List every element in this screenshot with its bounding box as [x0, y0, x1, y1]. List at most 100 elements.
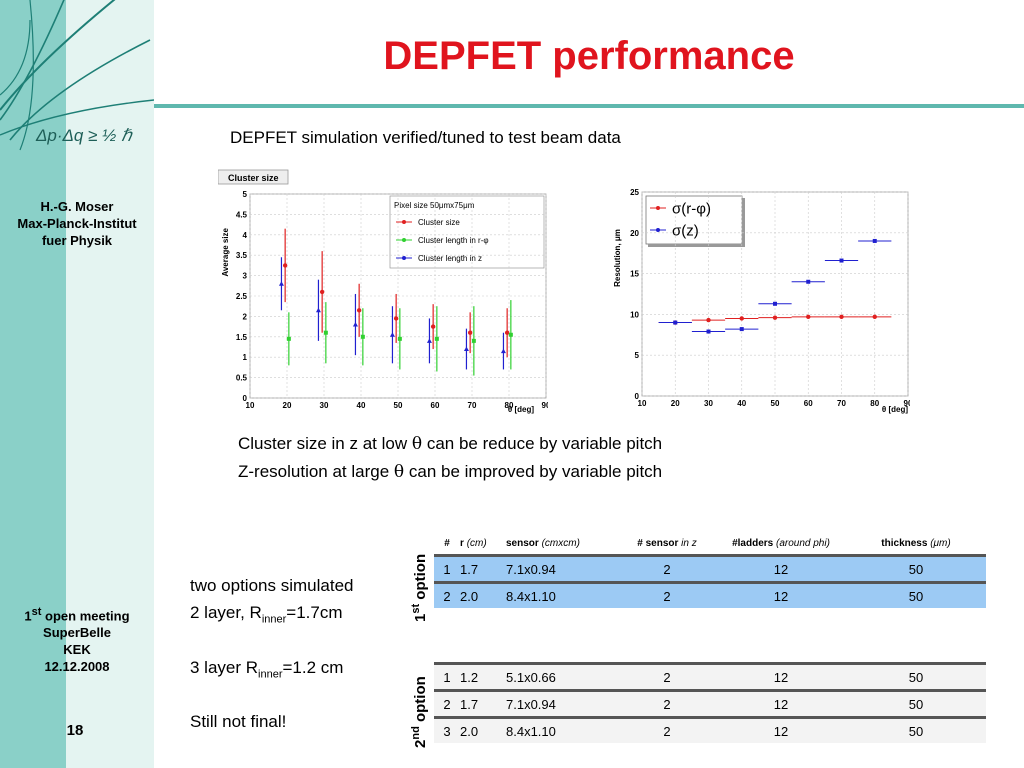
data-point: [772, 315, 778, 320]
author-institute: Max-Planck-Institut: [17, 216, 137, 231]
header-r: r (cm): [460, 537, 487, 549]
table-cell: 50: [908, 669, 924, 685]
data-point: [806, 279, 811, 284]
header-num: #: [444, 537, 450, 549]
chart2-xlabel: θ [deg]: [882, 405, 908, 414]
sidebar-band: [0, 0, 66, 768]
table-cell: 2.0: [460, 588, 479, 604]
y-tick-label: 10: [630, 310, 639, 319]
table-cell: 12: [773, 561, 789, 577]
data-point: [430, 324, 436, 329]
x-tick-label: 60: [431, 401, 440, 410]
table-cell: 5.1x0.66: [506, 669, 556, 685]
data-point: [773, 301, 777, 306]
chart1-xlabel: θ [deg]: [508, 405, 534, 414]
data-point: [397, 336, 402, 341]
data-point: [319, 289, 325, 295]
legend-entry: σ(z): [672, 222, 699, 239]
data-point: [706, 317, 711, 323]
table-cell: 50: [908, 696, 924, 712]
table-cell: 8.4x1.10: [506, 588, 556, 604]
y-tick-label: 2: [243, 312, 248, 321]
chart2-ylabel: Resolution, μm: [613, 229, 622, 287]
data-point: [360, 334, 365, 339]
data-point: [739, 327, 744, 332]
data-point: [286, 336, 291, 341]
table-cell: 50: [908, 561, 924, 577]
meeting-line-2: SuperBelle: [43, 625, 111, 641]
y-tick-label: 1.5: [236, 333, 248, 342]
legend-marker: [402, 220, 406, 224]
legend-marker: [656, 206, 660, 210]
table-cell: 1: [443, 561, 451, 577]
data-point: [500, 348, 506, 354]
table-cell: 2: [663, 723, 671, 739]
y-tick-label: 1: [243, 353, 248, 362]
x-tick-label: 80: [505, 401, 514, 410]
x-tick-label: 70: [837, 399, 846, 408]
option1-label: 1st option: [410, 553, 429, 622]
x-tick-label: 20: [671, 399, 680, 408]
table-cell: 1.7: [460, 561, 479, 577]
author-name: H.-G. Moser: [40, 199, 114, 214]
y-tick-label: 5: [635, 351, 640, 360]
data-point: [872, 238, 877, 243]
option2-table: 1 1.2 5.1x0.66 2 12 50 2 1.7 7.1x0.94 2 12 50 3 2.0 8.…: [434, 662, 986, 743]
option1-table: # r (cm) sensor (cmxcm) # sensor in z #l…: [434, 532, 986, 608]
x-tick-label: 70: [468, 401, 477, 410]
table-cell: 2: [443, 588, 451, 604]
y-tick-label: 3.5: [236, 251, 248, 260]
option2-label: 2nd option: [410, 676, 429, 748]
resolution-chart: Resolution, μm θ [deg] 10 20 30 40 50 60 70 80 9…: [613, 188, 910, 414]
x-tick-label: 10: [246, 401, 255, 410]
table-cell: 1.7: [460, 696, 479, 712]
table-row: 1 1.7 7.1x0.94 2 12 50: [434, 554, 986, 581]
legend-entry: σ(r-φ): [672, 200, 711, 217]
x-tick-label: 10: [638, 399, 647, 408]
theta-symbol: θ: [393, 462, 405, 482]
data-point: [739, 316, 744, 321]
data-point: [706, 329, 711, 334]
option2-text: 3 layer Rinner=1.2 cm: [190, 658, 344, 681]
data-point: [504, 330, 510, 335]
data-point: [467, 330, 473, 335]
table-cell: 8.4x1.10: [506, 723, 556, 739]
x-tick-label: 30: [320, 401, 329, 410]
y-tick-label: 15: [630, 270, 639, 279]
meeting-line-1: 1st open meeting: [24, 606, 130, 624]
table-cell: 50: [908, 723, 924, 739]
slide-subtitle: DEPFET simulation verified/tuned to test…: [230, 128, 621, 147]
data-point: [463, 346, 469, 352]
chart1-legend-title: Pixel size 50μmx75μm: [394, 201, 475, 210]
legend-marker: [402, 256, 406, 260]
header-ladders: #ladders (around phi): [732, 537, 830, 549]
x-tick-label: 80: [870, 399, 879, 408]
table-cell: 2: [663, 588, 671, 604]
data-point: [323, 330, 328, 335]
logo-formula: Δp·Δq ≥ ½ ℏ: [35, 126, 133, 145]
table-cell: 12: [773, 723, 789, 739]
chart1-ylabel: Average size: [221, 227, 230, 276]
header-nsensor: # sensor in z: [637, 537, 697, 549]
chart2-frame: Resolution, μm θ [deg]: [613, 191, 909, 414]
table-cell: 2.0: [460, 723, 479, 739]
legend-entry: Cluster length in r-φ: [418, 236, 489, 245]
data-point: [356, 308, 362, 313]
y-tick-label: 5: [243, 190, 248, 199]
chart1-title: Cluster size: [228, 173, 279, 183]
chart1-legend: Pixel size 50μmx75μm: [389, 195, 545, 269]
data-point: [282, 263, 288, 268]
data-point: [471, 338, 476, 343]
y-tick-label: 25: [630, 188, 639, 197]
y-tick-label: 2.5: [236, 292, 248, 301]
y-tick-label: 4: [243, 231, 248, 240]
slide-title: DEPFET performance: [383, 34, 795, 78]
final-note: Still not final!: [190, 712, 287, 731]
legend-marker: [656, 228, 660, 232]
x-tick-label: 40: [357, 401, 366, 410]
header-sensor: sensor (cmxcm): [506, 537, 580, 549]
note-cluster-size: Cluster size in z at low θ can be reduce…: [238, 434, 663, 454]
x-tick-label: 60: [804, 399, 813, 408]
data-point: [352, 322, 358, 327]
data-point: [673, 320, 678, 325]
